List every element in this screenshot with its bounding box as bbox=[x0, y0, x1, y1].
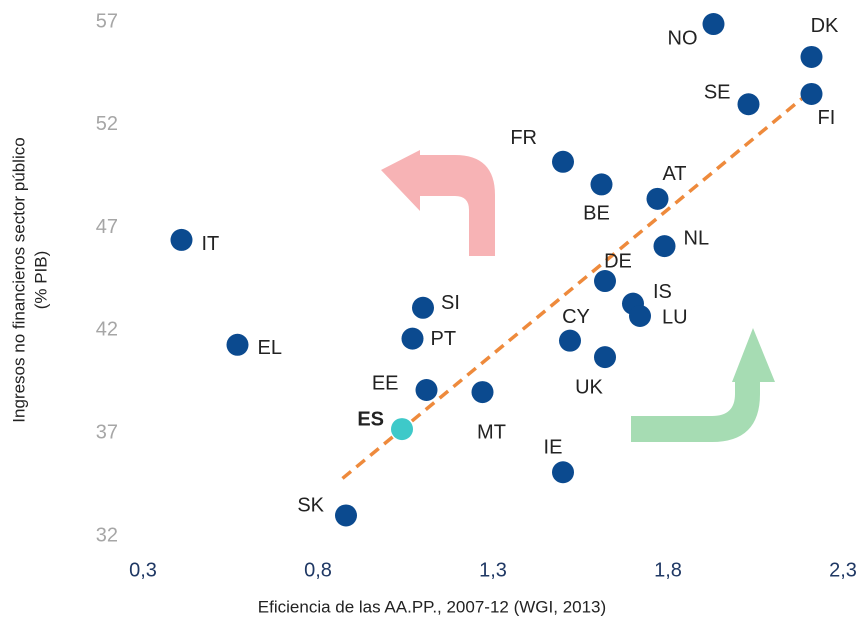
point bbox=[170, 228, 193, 251]
point bbox=[415, 379, 438, 402]
point-label: NO bbox=[668, 27, 698, 49]
x-tick-label: 2,3 bbox=[829, 559, 857, 581]
point bbox=[226, 333, 249, 356]
point-label: LU bbox=[662, 306, 688, 328]
point bbox=[737, 93, 760, 116]
point-label: NL bbox=[684, 227, 710, 249]
point-label: SK bbox=[297, 495, 324, 517]
arrow-left bbox=[381, 150, 495, 256]
point bbox=[391, 418, 413, 441]
point bbox=[629, 305, 651, 328]
x-tick-label: 0,8 bbox=[304, 559, 332, 581]
point-label: IE bbox=[544, 437, 563, 459]
point-label: SI bbox=[441, 292, 460, 314]
point-label: IT bbox=[202, 233, 220, 255]
point bbox=[335, 504, 357, 527]
point-label: MT bbox=[477, 421, 506, 443]
y-axis-title: (% PIB) bbox=[31, 251, 50, 310]
point bbox=[559, 329, 581, 352]
y-tick-label: 47 bbox=[96, 216, 118, 238]
point bbox=[590, 173, 613, 196]
point-label: EL bbox=[258, 337, 282, 359]
point-label: AT bbox=[662, 163, 686, 185]
point-label: BE bbox=[583, 203, 610, 225]
y-axis-title: Ingresos no financieros sector público bbox=[9, 137, 28, 422]
point bbox=[702, 13, 725, 36]
arrow-up bbox=[631, 328, 775, 442]
point bbox=[594, 346, 616, 369]
point bbox=[646, 187, 669, 210]
y-tick-label: 57 bbox=[96, 10, 118, 32]
point-label: ES bbox=[357, 408, 384, 430]
point-label: IS bbox=[653, 281, 672, 303]
point-label: DK bbox=[811, 15, 839, 37]
point bbox=[653, 235, 676, 258]
point bbox=[594, 270, 616, 293]
point bbox=[800, 82, 823, 105]
x-tick-label: 0,3 bbox=[129, 559, 157, 581]
point bbox=[552, 150, 574, 173]
point bbox=[412, 296, 434, 319]
point-label: CY bbox=[562, 306, 590, 328]
point-label: FI bbox=[818, 107, 836, 129]
point-label: DE bbox=[604, 250, 632, 272]
point bbox=[471, 381, 494, 404]
x-axis-title: Eficiencia de las AA.PP., 2007-12 (WGI, … bbox=[258, 597, 606, 616]
x-tick-label: 1,8 bbox=[654, 559, 682, 581]
y-tick-label: 37 bbox=[96, 421, 118, 443]
trend-line bbox=[341, 86, 817, 480]
point-label: PT bbox=[431, 328, 457, 350]
point bbox=[552, 461, 574, 484]
y-tick-label: 32 bbox=[96, 524, 118, 546]
point bbox=[401, 327, 424, 350]
y-tick-label: 42 bbox=[96, 319, 118, 341]
x-tick-label: 1,3 bbox=[479, 559, 507, 581]
point-label: EE bbox=[372, 372, 399, 394]
point-label: UK bbox=[575, 376, 603, 398]
y-tick-label: 52 bbox=[96, 113, 118, 135]
point-label: SE bbox=[704, 82, 731, 104]
point bbox=[800, 45, 823, 68]
point-label: FR bbox=[510, 127, 537, 149]
